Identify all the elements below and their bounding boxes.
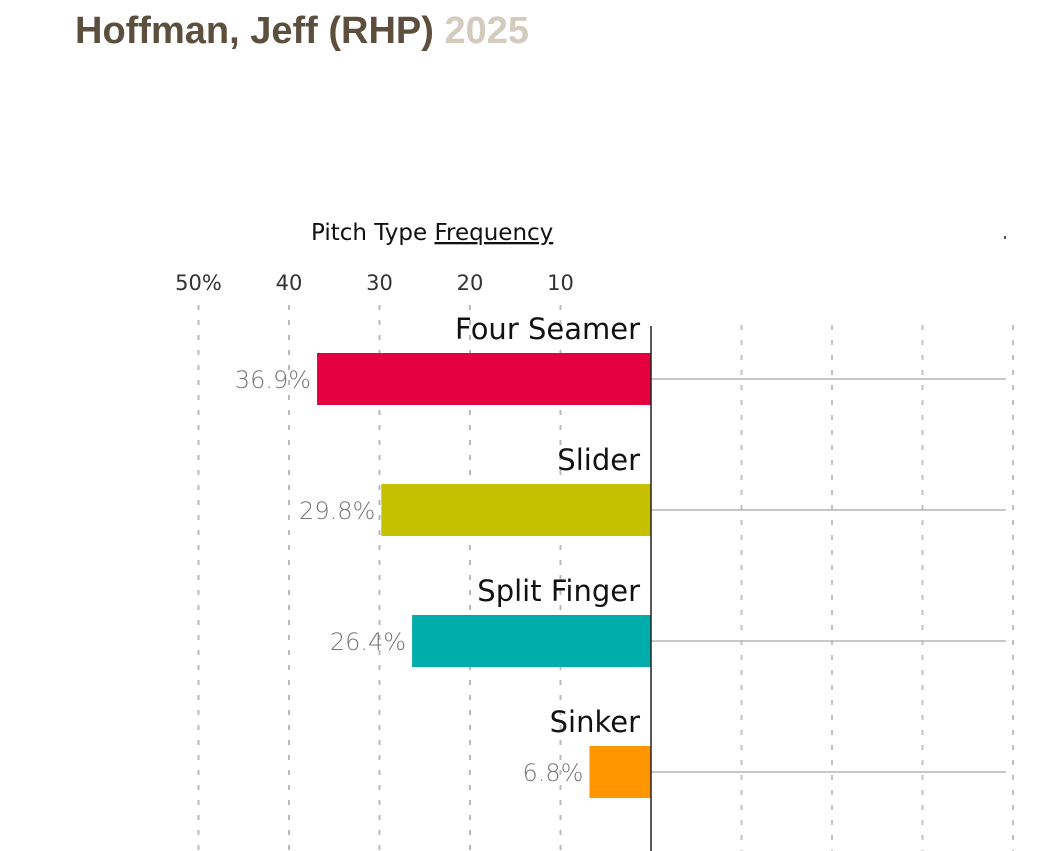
value-label: 26.4% — [330, 628, 406, 656]
season-year: 2025 — [444, 10, 529, 52]
category-label: Sinker — [550, 705, 640, 739]
x-tick-label: 20 — [457, 271, 484, 295]
category-label: Split Finger — [477, 574, 640, 608]
x-tick-label: 30 — [366, 271, 393, 295]
x-tick-label: 40 — [276, 271, 303, 295]
value-labels: 36.9% 29.8% 26.4% 6.8% — [235, 366, 584, 787]
category-label: Four Seamer — [455, 312, 640, 346]
chart-heading: Pitch Type Frequency — [311, 220, 553, 246]
chart-heading-prefix: Pitch Type — [311, 220, 427, 246]
chart-heading-emphasis: Frequency — [434, 220, 553, 246]
category-label: Slider — [557, 443, 640, 477]
x-tick-label: 10 — [547, 271, 574, 295]
value-label: 29.8% — [299, 497, 375, 525]
x-tick-label: 50% — [175, 271, 222, 295]
tick-labels: 50% 40 30 20 10 — [175, 271, 574, 295]
bar — [589, 746, 651, 798]
bars — [317, 353, 651, 798]
value-label: 36.9% — [235, 366, 311, 394]
bar — [381, 484, 651, 536]
category-labels: Four Seamer Slider Split Finger Sinker — [455, 312, 640, 739]
bar — [317, 353, 651, 405]
value-label: 6.8% — [522, 759, 583, 787]
page-title: Hoffman, Jeff (RHP) 2025 — [75, 10, 529, 53]
player-name: Hoffman, Jeff (RHP) — [75, 10, 434, 52]
category-baselines — [651, 378, 1006, 773]
bar — [412, 615, 651, 667]
corner-mark — [1004, 236, 1006, 239]
